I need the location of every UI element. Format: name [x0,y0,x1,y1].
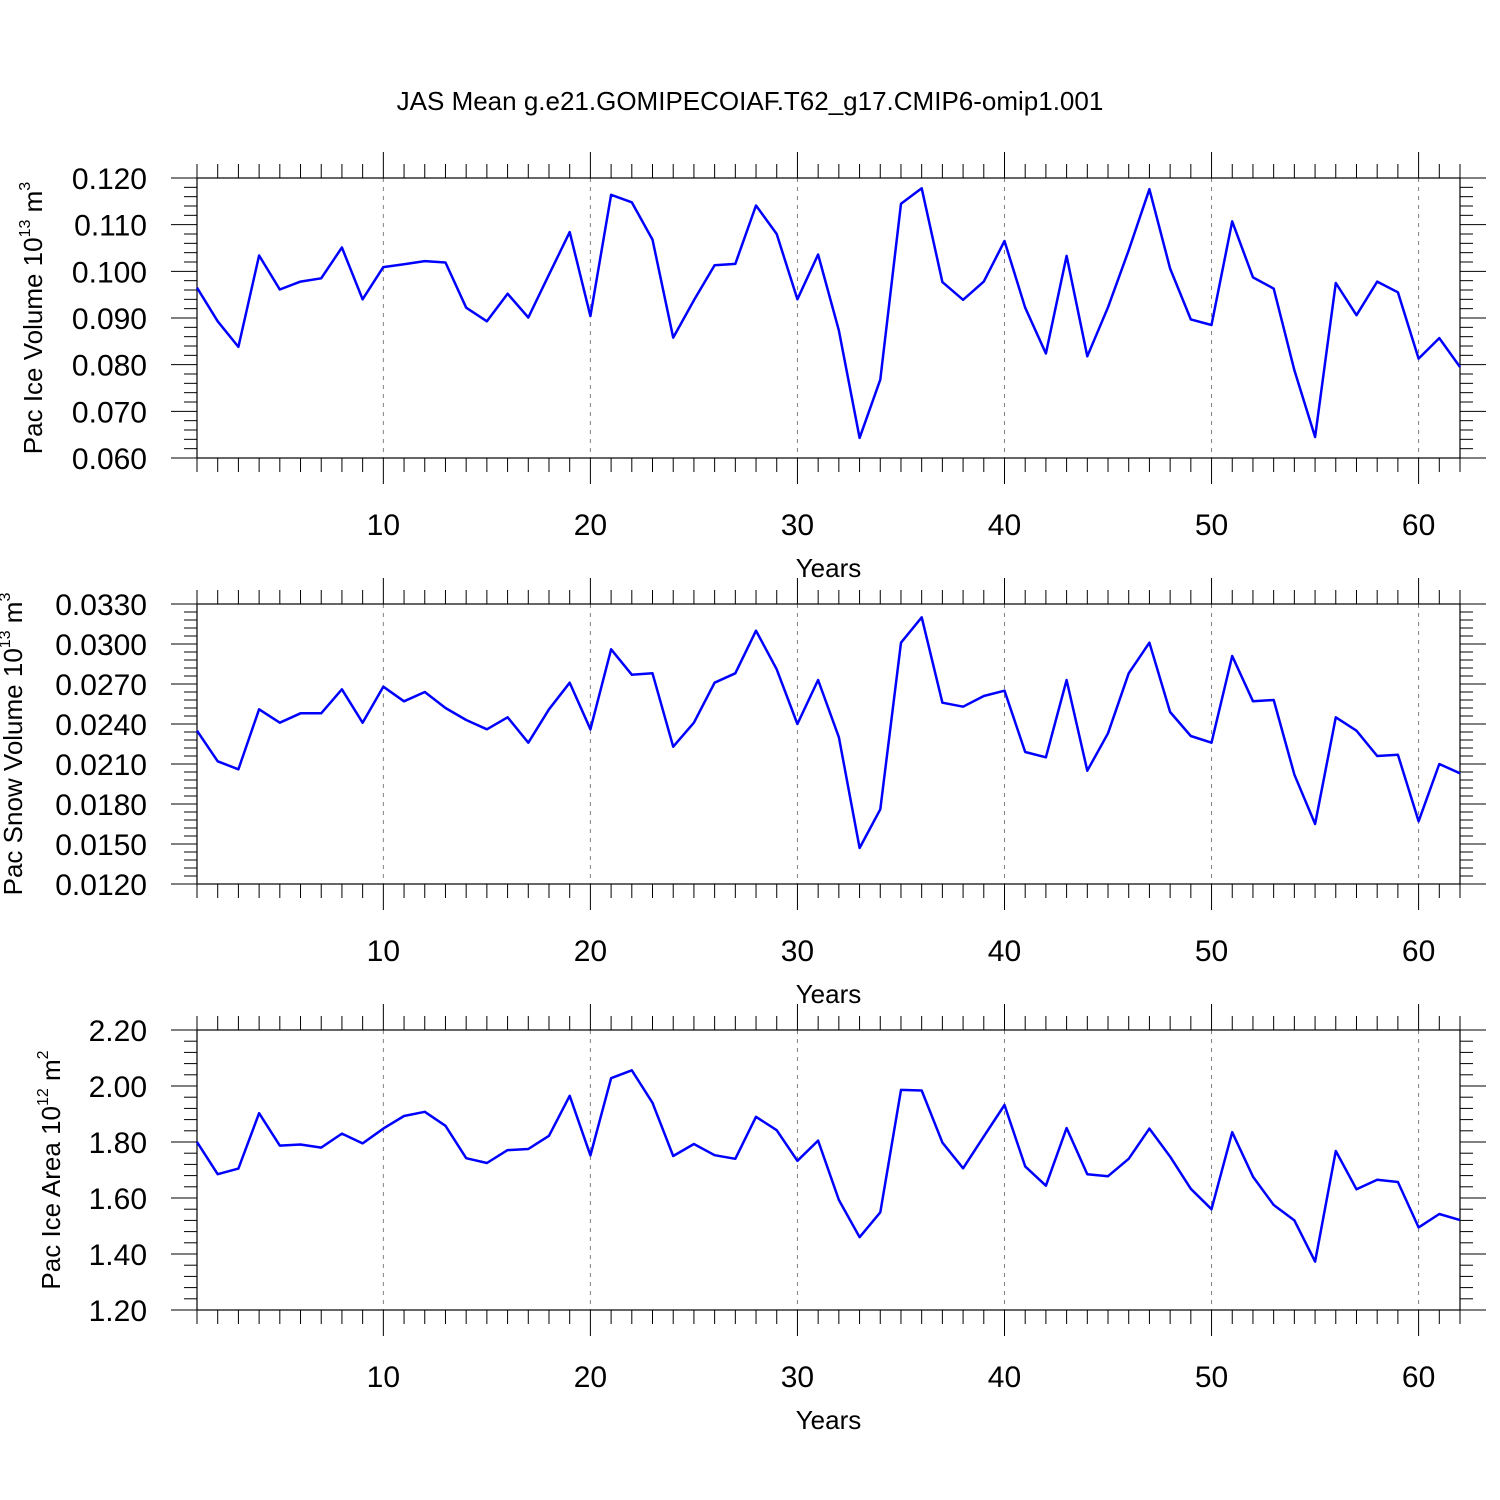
y-tick-label: 1.80 [89,1127,147,1160]
x-tick-label: 60 [1402,935,1435,968]
y-tick-label: 0.0240 [55,709,147,742]
x-tick-label: 40 [988,935,1021,968]
x-tick-label: 50 [1195,509,1228,542]
series-line [195,1069,1461,1263]
x-tick-label: 30 [781,935,814,968]
y-tick-label: 0.0150 [55,829,147,862]
y-axis-label-unit: m [36,1059,66,1088]
y-axis-label-unit-exponent: 3 [17,182,34,191]
y-tick-label: 0.0180 [55,789,147,822]
y-tick-label: 0.0210 [55,749,147,782]
plot-frame [196,177,1461,459]
y-tick-label: 0.120 [72,163,147,196]
y-axis-label-unit-exponent: 2 [35,1050,52,1059]
panel-2: 0.0120 0.0150 0.0180 0.0210 0.0240 0.0270 0.03… [0,578,1486,1009]
x-tick-label: 20 [574,509,607,542]
x-tick-label: 40 [988,509,1021,542]
y-axis-label-exponent: 13 [17,219,34,237]
x-tick-label: 30 [781,1361,814,1394]
y-axis-label-unit: m [18,191,48,220]
y-tick-label: 0.060 [72,443,147,476]
y-tick-label: 1.40 [89,1239,147,1272]
y-tick-label: 0.0300 [55,629,147,662]
x-tick-label: 60 [1402,509,1435,542]
x-tick-label: 10 [367,509,400,542]
y-tick-label: 0.110 [74,210,147,243]
x-tick-label: 30 [781,509,814,542]
series-line [195,616,1461,850]
x-tick-label: 10 [367,1361,400,1394]
x-tick-label: 20 [574,935,607,968]
series-line [195,187,1462,440]
x-axis-label: Years [796,979,862,1009]
plot-frame [196,1029,1461,1311]
y-axis-label: Pac Ice Area 1012 m2 [35,1050,66,1289]
x-tick-label: 50 [1195,1361,1228,1394]
plot-frame [196,603,1461,885]
y-axis-label-unit-exponent: 3 [0,593,14,602]
y-tick-label: 0.0270 [55,669,147,702]
y-tick-label: 0.100 [72,256,147,289]
y-axis-label: Pac Snow Volume 1013 m3 [0,593,28,896]
y-axis-label-exponent: 12 [35,1088,52,1106]
x-tick-label: 10 [367,935,400,968]
x-tick-label: 50 [1195,935,1228,968]
y-axis-label-main: Pac Ice Volume 10 [18,237,48,454]
y-tick-label: 1.20 [89,1295,147,1328]
y-tick-label: 2.00 [89,1071,147,1104]
y-axis-label-main: Pac Snow Volume 10 [0,648,28,895]
y-axis-label-main: Pac Ice Area 10 [36,1106,66,1290]
y-tick-label: 0.080 [72,350,147,383]
panel-1: 0.060 0.070 0.080 0.090 0.100 0.110 0.120 10 20 3… [17,152,1486,583]
chart-title: JAS Mean g.e21.GOMIPECOIAF.T62_g17.CMIP6… [396,86,1104,116]
y-tick-label: 0.070 [72,396,147,429]
y-tick-label: 0.0330 [55,589,147,622]
x-tick-label: 60 [1402,1361,1435,1394]
y-axis-label-unit: m [0,602,28,631]
y-tick-label: 1.60 [89,1183,147,1216]
y-axis-label-exponent: 13 [0,630,14,648]
y-tick-label: 0.090 [72,303,147,336]
x-axis-label: Years [796,553,862,583]
panel-3: 1.20 1.40 1.60 1.80 2.00 2.20 10 20 30 40 50 60 Year… [35,1004,1486,1435]
x-tick-label: 20 [574,1361,607,1394]
y-tick-label: 2.20 [89,1015,147,1048]
x-axis-label: Years [796,1405,862,1435]
y-axis-label: Pac Ice Volume 1013 m3 [17,182,48,455]
y-tick-label: 0.0120 [55,869,147,902]
x-tick-label: 40 [988,1361,1021,1394]
